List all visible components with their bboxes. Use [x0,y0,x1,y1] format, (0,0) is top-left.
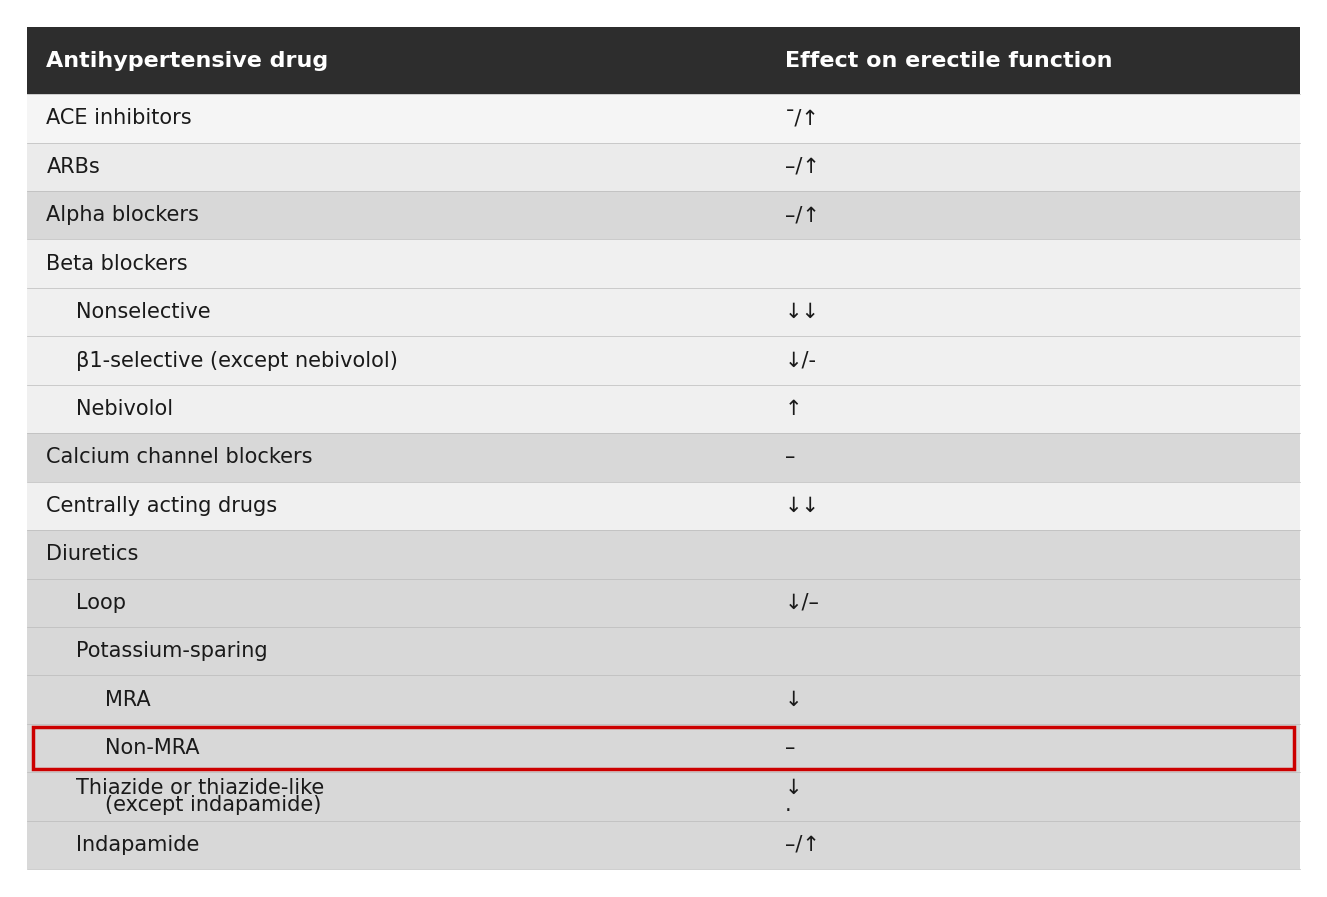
Text: Nebivolol: Nebivolol [76,399,173,419]
Text: –/↑: –/↑ [786,157,820,177]
Text: Diuretics: Diuretics [46,544,139,564]
Text: Non-MRA: Non-MRA [105,738,199,758]
Text: ↓: ↓ [786,778,803,797]
Text: –/↑: –/↑ [786,835,820,855]
Text: Beta blockers: Beta blockers [46,254,188,274]
Bar [27,627,1300,675]
Text: ↓/–: ↓/– [786,593,820,613]
Bar [33,727,1294,769]
Text: .: . [786,796,792,815]
Bar [27,94,1300,143]
Bar [27,675,1300,724]
Text: Centrally acting drugs: Centrally acting drugs [46,496,277,516]
Text: ↓: ↓ [786,690,803,710]
Bar [27,724,1300,772]
Text: –/↑: –/↑ [786,205,820,225]
Bar [27,239,1300,288]
Text: Potassium-sparing: Potassium-sparing [76,641,267,661]
Text: ↓↓: ↓↓ [786,302,820,322]
Text: Antihypertensive drug: Antihypertensive drug [46,50,329,71]
Bar [27,143,1300,191]
Text: ↓↓: ↓↓ [786,496,820,516]
Text: MRA: MRA [105,690,150,710]
Bar [27,288,1300,336]
Bar [27,191,1300,239]
Bar [27,482,1300,530]
Bar [27,385,1300,433]
Bar [27,530,1300,579]
Text: –: – [786,448,795,467]
Bar [27,772,1300,821]
Text: ↑: ↑ [786,399,803,419]
Text: ACE inhibitors: ACE inhibitors [46,109,192,128]
Text: Nonselective: Nonselective [76,302,210,322]
Text: β1-selective (except nebivolol): β1-selective (except nebivolol) [76,351,398,370]
Text: Thiazide or thiazide-like: Thiazide or thiazide-like [76,778,324,797]
Bar [27,821,1300,869]
Text: –: – [786,738,795,758]
Text: Calcium channel blockers: Calcium channel blockers [46,448,313,467]
Text: (except indapamide): (except indapamide) [105,796,321,815]
Text: Alpha blockers: Alpha blockers [46,205,199,225]
Text: ¯/↑: ¯/↑ [786,109,820,128]
Text: ARBs: ARBs [46,157,101,177]
Text: Loop: Loop [76,593,126,613]
Bar [27,27,1300,94]
Text: Effect on erectile function: Effect on erectile function [786,50,1112,71]
Text: ↓/-: ↓/- [786,351,817,370]
Bar [27,579,1300,627]
Bar [27,336,1300,385]
Bar [27,433,1300,482]
Text: Indapamide: Indapamide [76,835,199,855]
